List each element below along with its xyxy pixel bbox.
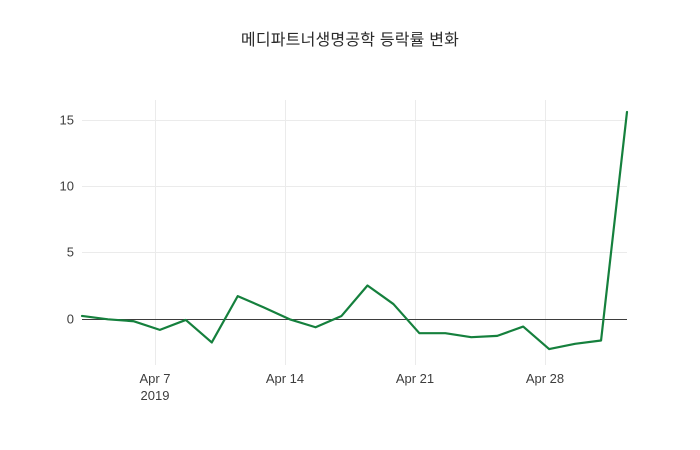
zero-baseline bbox=[82, 318, 627, 320]
gridline-y-10 bbox=[82, 186, 627, 188]
y-axis: 0 5 10 15 bbox=[32, 100, 74, 365]
line-series bbox=[80, 110, 629, 351]
x-tick-label-line1: Apr 28 bbox=[525, 371, 565, 386]
gridline-x bbox=[155, 100, 156, 365]
x-tick-label-line2: 2019 bbox=[140, 388, 170, 403]
series-polyline bbox=[80, 110, 629, 351]
gridline-x bbox=[545, 100, 546, 365]
x-tick-label-line1: Apr 7 bbox=[139, 371, 171, 386]
gridline-y-15 bbox=[82, 119, 627, 121]
y-tick-label: 0 bbox=[66, 311, 74, 327]
chart-title: 메디파트너생명공학 등락률 변화 bbox=[240, 32, 460, 49]
y-tick-label: 10 bbox=[59, 178, 74, 194]
gridline-y-5 bbox=[82, 252, 627, 254]
gridline-x bbox=[415, 100, 416, 365]
x-tick-label-line1: Apr 14 bbox=[265, 371, 305, 386]
x-axis: Apr 7 2019 Apr 14 Apr 21 Apr 28 bbox=[82, 370, 627, 415]
x-tick-label-line1: Apr 21 bbox=[395, 371, 435, 386]
x-tick-label: Apr 7 2019 bbox=[139, 370, 170, 404]
x-tick-label: Apr 14 bbox=[266, 370, 304, 387]
x-tick-label: Apr 21 bbox=[396, 370, 434, 387]
x-tick-label: Apr 28 bbox=[526, 370, 564, 387]
y-tick-label: 15 bbox=[59, 112, 74, 128]
plot-area bbox=[80, 100, 629, 365]
y-tick-label: 5 bbox=[66, 244, 74, 260]
gridline-x bbox=[285, 100, 286, 365]
